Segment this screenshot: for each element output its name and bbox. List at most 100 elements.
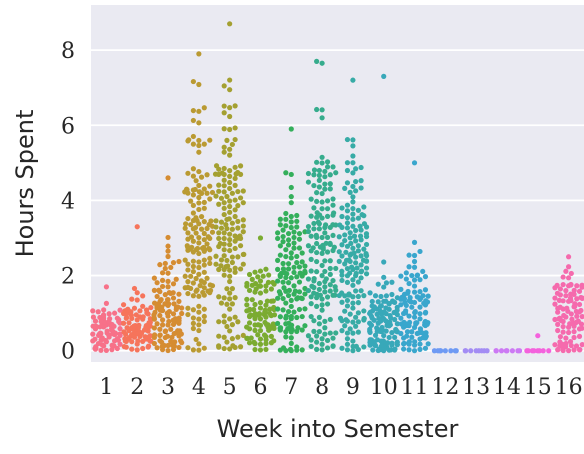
data-point	[176, 315, 182, 321]
data-point	[252, 327, 258, 333]
data-point	[370, 347, 376, 353]
data-point	[555, 321, 561, 327]
data-point	[308, 268, 314, 274]
data-point	[353, 314, 359, 320]
data-point	[403, 308, 409, 314]
data-point	[213, 193, 219, 199]
data-point	[237, 344, 244, 350]
data-point	[358, 262, 364, 268]
data-point	[283, 216, 289, 222]
data-point	[165, 342, 171, 349]
data-point	[227, 179, 233, 186]
data-point	[347, 235, 353, 241]
x-tick-label: 2	[130, 375, 144, 400]
data-point	[179, 310, 185, 317]
data-point	[196, 189, 203, 195]
data-point	[350, 153, 356, 159]
data-point	[196, 149, 202, 155]
data-point	[213, 224, 219, 230]
data-point	[381, 73, 387, 79]
data-point	[131, 305, 138, 311]
data-point	[196, 206, 202, 213]
data-point	[322, 289, 328, 295]
data-point	[531, 348, 537, 354]
data-point	[319, 115, 325, 121]
data-point	[165, 278, 171, 284]
data-point	[358, 288, 364, 294]
data-point	[221, 272, 227, 278]
data-point	[240, 332, 246, 339]
data-point	[292, 288, 298, 294]
data-point	[381, 332, 387, 339]
data-point	[244, 335, 251, 341]
data-point	[246, 287, 253, 294]
data-point	[357, 223, 363, 229]
data-point	[198, 278, 204, 284]
data-point	[221, 144, 227, 150]
y-tick-label: 4	[61, 189, 75, 214]
data-point	[294, 344, 300, 350]
data-point	[339, 272, 345, 278]
data-point	[308, 343, 314, 350]
data-point	[552, 316, 558, 323]
data-point	[316, 184, 322, 190]
data-point	[350, 319, 356, 325]
data-point	[166, 318, 172, 325]
data-point	[314, 190, 320, 196]
data-point	[182, 273, 188, 279]
data-point	[361, 246, 367, 252]
data-point	[568, 291, 574, 297]
data-point	[213, 261, 219, 267]
data-point	[168, 326, 174, 332]
data-point	[344, 336, 351, 342]
data-point	[322, 325, 328, 331]
data-point	[324, 198, 331, 204]
data-point	[407, 295, 413, 301]
data-point	[275, 278, 281, 284]
data-point	[344, 265, 351, 272]
data-point	[350, 277, 356, 283]
data-point	[294, 253, 300, 260]
data-point	[556, 297, 562, 303]
data-point	[213, 163, 220, 169]
data-point	[381, 274, 387, 280]
data-point	[249, 276, 255, 282]
data-point	[302, 268, 308, 274]
data-point	[224, 193, 230, 200]
data-point	[183, 221, 189, 227]
data-point	[374, 337, 381, 343]
data-point	[333, 330, 339, 336]
data-point	[414, 294, 420, 300]
data-point	[216, 333, 222, 339]
data-point	[194, 245, 201, 252]
data-point	[291, 269, 297, 276]
data-point	[353, 178, 359, 185]
data-point	[288, 200, 294, 206]
data-point	[147, 333, 153, 339]
data-point	[196, 81, 202, 88]
data-point	[409, 334, 415, 340]
data-point	[90, 331, 96, 337]
data-point	[311, 318, 317, 324]
data-point	[322, 284, 328, 290]
data-point	[411, 289, 418, 295]
data-point	[248, 335, 254, 341]
data-point	[555, 309, 561, 315]
data-point	[257, 235, 264, 241]
data-point	[305, 333, 312, 339]
data-point	[327, 186, 333, 192]
data-point	[280, 260, 286, 267]
data-point	[126, 320, 132, 326]
data-point	[229, 220, 235, 226]
data-point	[201, 237, 207, 243]
data-point	[560, 298, 566, 304]
data-point	[98, 347, 104, 353]
data-point	[275, 266, 281, 272]
data-point	[285, 308, 292, 315]
data-point	[311, 328, 317, 334]
data-point	[133, 312, 139, 318]
data-point	[411, 239, 418, 245]
data-point	[221, 295, 227, 301]
data-point	[168, 264, 174, 271]
x-tick-label: 4	[192, 375, 206, 400]
